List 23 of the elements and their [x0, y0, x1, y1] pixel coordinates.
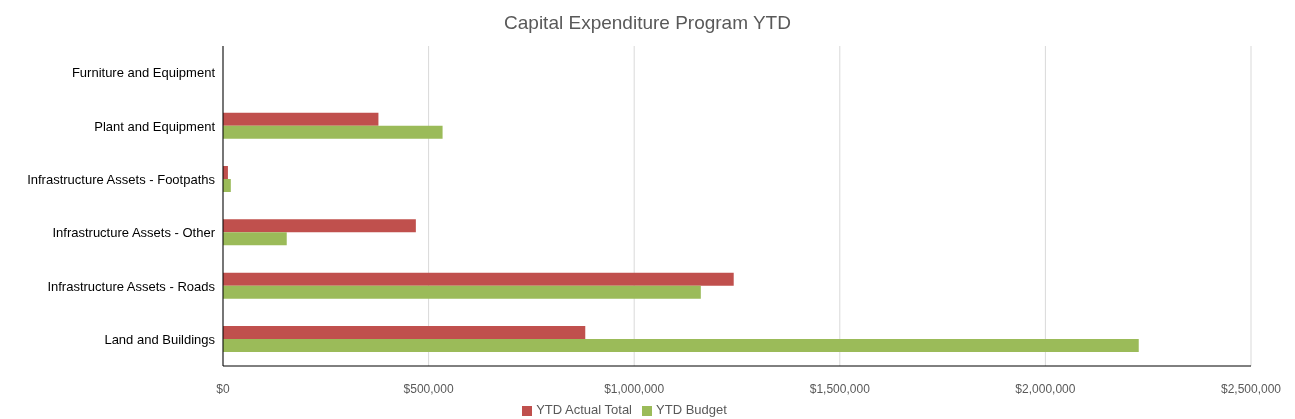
y-tick-label: Infrastructure Assets - Roads — [47, 278, 216, 294]
x-tick-label: $2,500,000 — [1220, 381, 1282, 396]
legend-label: YTD Budget — [656, 402, 727, 417]
legend-label: YTD Actual Total — [536, 402, 633, 417]
bar — [223, 232, 287, 246]
y-tick-label: Plant and Equipment — [94, 118, 216, 134]
y-tick-label: Land and Buildings — [104, 331, 216, 347]
chart-title: Capital Expenditure Program YTD — [503, 11, 792, 35]
y-tick-label: Infrastructure Assets - Footpaths — [27, 171, 216, 187]
bar — [223, 326, 586, 339]
x-tick-label: $2,000,000 — [1015, 381, 1076, 396]
x-tick-label: $1,000,000 — [604, 381, 665, 396]
y-tick-label: Infrastructure Assets - Other — [52, 225, 216, 241]
y-tick-label: Furniture and Equipment — [71, 65, 216, 81]
x-tick-label: $500,000 — [403, 381, 454, 396]
bar — [223, 272, 734, 286]
bar — [223, 339, 1139, 352]
bar — [223, 125, 443, 139]
bar — [223, 112, 379, 126]
bar — [223, 285, 701, 299]
bar — [223, 219, 416, 233]
x-tick-label: $0 — [216, 381, 230, 396]
x-tick-label: $1,500,000 — [809, 381, 871, 396]
